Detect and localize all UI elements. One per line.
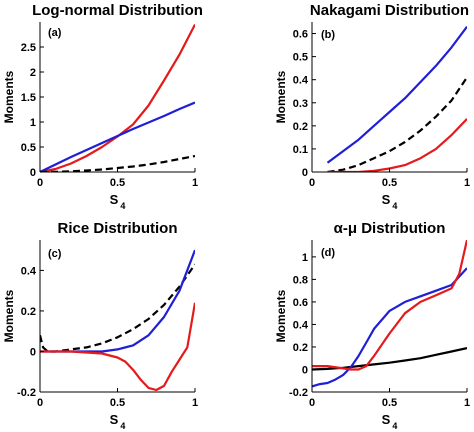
- y-tick-label-d-5: 0.8: [293, 274, 308, 286]
- x-tick-label-a-2: 1: [192, 177, 198, 189]
- series-line-a-1: [40, 101, 195, 172]
- series-line-a-0: [40, 23, 195, 172]
- y-tick-label-d-4: 0.6: [293, 297, 308, 309]
- y-tick-label-a-5: 2.5: [21, 42, 36, 54]
- y-tick-label-c-0: -0.2: [17, 387, 36, 399]
- x-tick-label-b-2: 1: [464, 177, 470, 189]
- y-tick-label-b-0: 0: [302, 167, 308, 179]
- x-tick-label-d-1: 0.5: [382, 397, 397, 409]
- y-tick-label-c-1: 0: [30, 346, 36, 358]
- x-tick-label-c-0: 0: [37, 397, 43, 409]
- panel-label-a: (a): [48, 27, 62, 39]
- x-tick-label-a-0: 0: [37, 177, 43, 189]
- x-axis-label-sub-c: 4: [120, 421, 125, 431]
- y-axis-label-d: Moments: [274, 289, 288, 342]
- y-tick-label-d-2: 0.2: [293, 342, 308, 354]
- y-tick-label-d-6: 1: [302, 252, 308, 264]
- y-tick-label-b-5: 0.5: [293, 52, 308, 64]
- y-tick-label-b-2: 0.2: [293, 121, 308, 133]
- y-tick-label-a-1: 0.5: [21, 142, 36, 154]
- x-axis-label-main-a: S: [110, 192, 119, 207]
- panel-label-c: (c): [48, 248, 62, 260]
- series-line-c-0: [40, 263, 195, 353]
- y-tick-label-d-3: 0.4: [293, 319, 309, 331]
- panel-label-d: (d): [321, 247, 335, 259]
- x-axis-label-main-d: S: [382, 412, 391, 427]
- chart-title-a: Log-normal Distribution: [32, 2, 203, 19]
- x-tick-label-c-1: 0.5: [110, 397, 125, 409]
- x-tick-label-a-1: 0.5: [110, 177, 125, 189]
- x-tick-label-b-0: 0: [309, 177, 315, 189]
- series-line-b-2: [327, 118, 467, 172]
- y-tick-label-a-0: 0: [30, 167, 36, 179]
- panel-a: 0 0.5 1 0 0.5 1 1.5 2 2.5 Log-normal Distribution…: [2, 2, 203, 211]
- panel-d: 0 0.5 1-0.200.20.40.60.81α-μ Distribution(…: [274, 220, 470, 431]
- series-line-d-1: [312, 267, 467, 388]
- x-tick-label-d-0: 0: [309, 397, 315, 409]
- y-tick-label-a-4: 2: [30, 67, 36, 79]
- panel-label-b: (b): [321, 29, 335, 41]
- y-tick-label-b-3: 0.3: [293, 98, 308, 110]
- x-axis-label-sub-d: 4: [392, 421, 397, 431]
- x-tick-label-c-2: 1: [192, 397, 198, 409]
- y-tick-label-c-3: 0.4: [21, 265, 37, 277]
- y-axis-label-c: Moments: [2, 289, 16, 342]
- y-tick-label-a-3: 1.5: [21, 92, 36, 104]
- x-axis-label-sub-b: 4: [392, 201, 397, 211]
- x-tick-label-b-1: 0.5: [382, 177, 397, 189]
- y-tick-label-b-6: 0.6: [293, 29, 308, 41]
- y-tick-label-d-0: -0.2: [289, 387, 308, 399]
- y-axis-label-b: Moments: [274, 70, 288, 123]
- series-line-d-2: [312, 240, 467, 371]
- y-tick-label-a-2: 1: [30, 117, 36, 129]
- x-tick-label-d-2: 1: [464, 397, 470, 409]
- x-axis-label-sub-a: 4: [120, 201, 125, 211]
- chart-title-d: α-μ Distribution: [334, 220, 446, 237]
- y-tick-label-b-4: 0.4: [293, 75, 309, 87]
- y-tick-label-c-2: 0.2: [21, 306, 36, 318]
- y-tick-label-d-1: 0: [302, 364, 308, 376]
- series-line-b-1: [327, 76, 467, 172]
- chart-title-c: Rice Distribution: [57, 220, 177, 237]
- series-line-c-2: [40, 302, 195, 392]
- series-line-b-0: [326, 25, 467, 164]
- x-axis-label-main-c: S: [110, 412, 119, 427]
- y-tick-label-b-1: 0.1: [293, 144, 308, 156]
- y-axis-label-a: Moments: [2, 70, 16, 123]
- chart-title-b: Nakagami Distribution: [310, 2, 469, 19]
- x-axis-label-main-b: S: [382, 192, 391, 207]
